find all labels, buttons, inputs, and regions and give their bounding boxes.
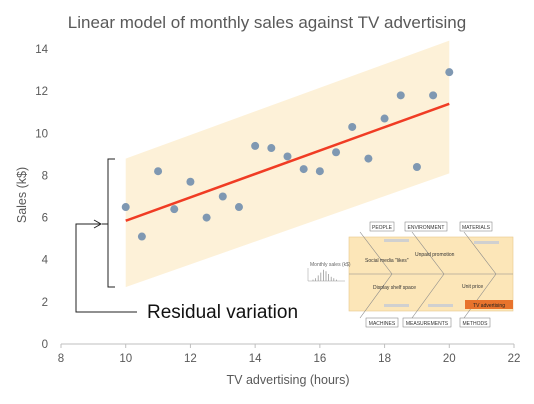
cause-unpaid-promotion: Unpaid promotion bbox=[415, 252, 455, 258]
category-measurements: MEASUREMENTS bbox=[406, 321, 449, 327]
x-tick-label: 20 bbox=[443, 353, 456, 365]
category-people: PEOPLE bbox=[372, 225, 393, 231]
cause-unit-price: Unit price bbox=[462, 284, 483, 290]
cause-tv-advertising: TV advertising bbox=[473, 303, 505, 309]
data-point bbox=[299, 165, 308, 174]
data-point bbox=[234, 203, 243, 212]
prediction-band-layer bbox=[125, 40, 450, 288]
fishbone-diagram: Monthly sales (k$) PEOPLE ENVIRONMENT MA… bbox=[307, 221, 514, 328]
data-point bbox=[412, 163, 421, 171]
cause-display-shelf: Display shelf space bbox=[373, 285, 416, 291]
cause-social-media: Social media "likes" bbox=[365, 258, 409, 264]
x-tick-label: 16 bbox=[313, 353, 326, 365]
x-tick-label: 22 bbox=[508, 353, 521, 365]
data-point bbox=[332, 148, 341, 157]
arrow-head-icon bbox=[93, 219, 103, 229]
scatter-points bbox=[121, 68, 454, 241]
chart-title: Linear model of monthly sales against TV… bbox=[68, 13, 466, 32]
x-tick-label: 14 bbox=[249, 353, 262, 365]
fishbone-bone bbox=[411, 231, 445, 275]
data-point bbox=[202, 213, 211, 222]
y-tick-label: 8 bbox=[42, 170, 48, 182]
residual-connector bbox=[75, 223, 137, 313]
x-tick-label: 10 bbox=[119, 353, 132, 365]
category-box-measurements bbox=[402, 317, 452, 328]
fishbone-bone bbox=[463, 273, 497, 319]
placeholder-bar bbox=[384, 304, 409, 307]
y-tick-label: 12 bbox=[35, 86, 48, 98]
data-point bbox=[186, 177, 195, 186]
category-box-methods bbox=[459, 317, 491, 328]
y-tick-label: 14 bbox=[35, 44, 48, 56]
x-tick-label: 18 bbox=[378, 353, 391, 365]
data-point bbox=[445, 68, 454, 77]
x-axis-label: TV advertising (hours) bbox=[227, 373, 350, 387]
data-point bbox=[348, 122, 357, 131]
category-box-environment bbox=[404, 221, 448, 232]
data-point bbox=[429, 91, 438, 100]
residual-annotation: Residual variation bbox=[75, 158, 298, 323]
residual-brace bbox=[102, 158, 115, 288]
fishbone-bone bbox=[411, 273, 445, 319]
data-point bbox=[170, 205, 179, 214]
fit-line-layer bbox=[125, 102, 450, 222]
category-materials: MATERIALS bbox=[462, 225, 491, 231]
category-box-people bbox=[369, 221, 395, 232]
y-axis-label: Sales (k$) bbox=[15, 167, 29, 223]
category-box-machines bbox=[365, 317, 399, 328]
fishbone-bone bbox=[359, 231, 393, 275]
y-tick-label: 10 bbox=[35, 128, 48, 140]
regression-line bbox=[125, 102, 450, 222]
category-environment: ENVIRONMENT bbox=[408, 225, 445, 231]
y-tick-label: 6 bbox=[42, 213, 48, 225]
data-point bbox=[121, 203, 130, 212]
y-tick-label: 0 bbox=[42, 339, 48, 351]
fishbone-bone bbox=[463, 231, 497, 275]
category-machines: MACHINES bbox=[369, 321, 396, 327]
fishbone-effect-label: Monthly sales (k$) bbox=[310, 262, 351, 268]
placeholder-bar bbox=[428, 304, 453, 307]
category-methods: METHODS bbox=[463, 321, 489, 327]
data-point bbox=[137, 232, 146, 241]
data-point bbox=[267, 144, 276, 153]
data-point bbox=[154, 167, 163, 176]
y-tick-label: 2 bbox=[42, 297, 48, 309]
x-tick-label: 8 bbox=[58, 353, 64, 365]
cause-highlight bbox=[465, 300, 513, 309]
fishbone-bone bbox=[359, 273, 393, 319]
x-tick-label: 12 bbox=[184, 353, 197, 365]
data-point bbox=[315, 167, 324, 176]
placeholder-bar bbox=[384, 239, 409, 242]
y-tick-label: 4 bbox=[42, 255, 49, 267]
data-point bbox=[396, 91, 405, 100]
category-box-materials bbox=[459, 221, 493, 232]
data-point bbox=[283, 152, 292, 161]
data-point bbox=[218, 192, 227, 201]
prediction-band bbox=[125, 40, 450, 288]
data-point bbox=[364, 154, 373, 163]
data-point bbox=[380, 114, 389, 123]
mini-histogram bbox=[307, 268, 345, 282]
residual-label: Residual variation bbox=[147, 302, 298, 323]
placeholder-bar bbox=[474, 241, 499, 244]
axes: 8 10 12 14 16 18 20 22 0 2 4 6 8 10 12 14 bbox=[35, 44, 520, 365]
data-point bbox=[251, 141, 260, 150]
